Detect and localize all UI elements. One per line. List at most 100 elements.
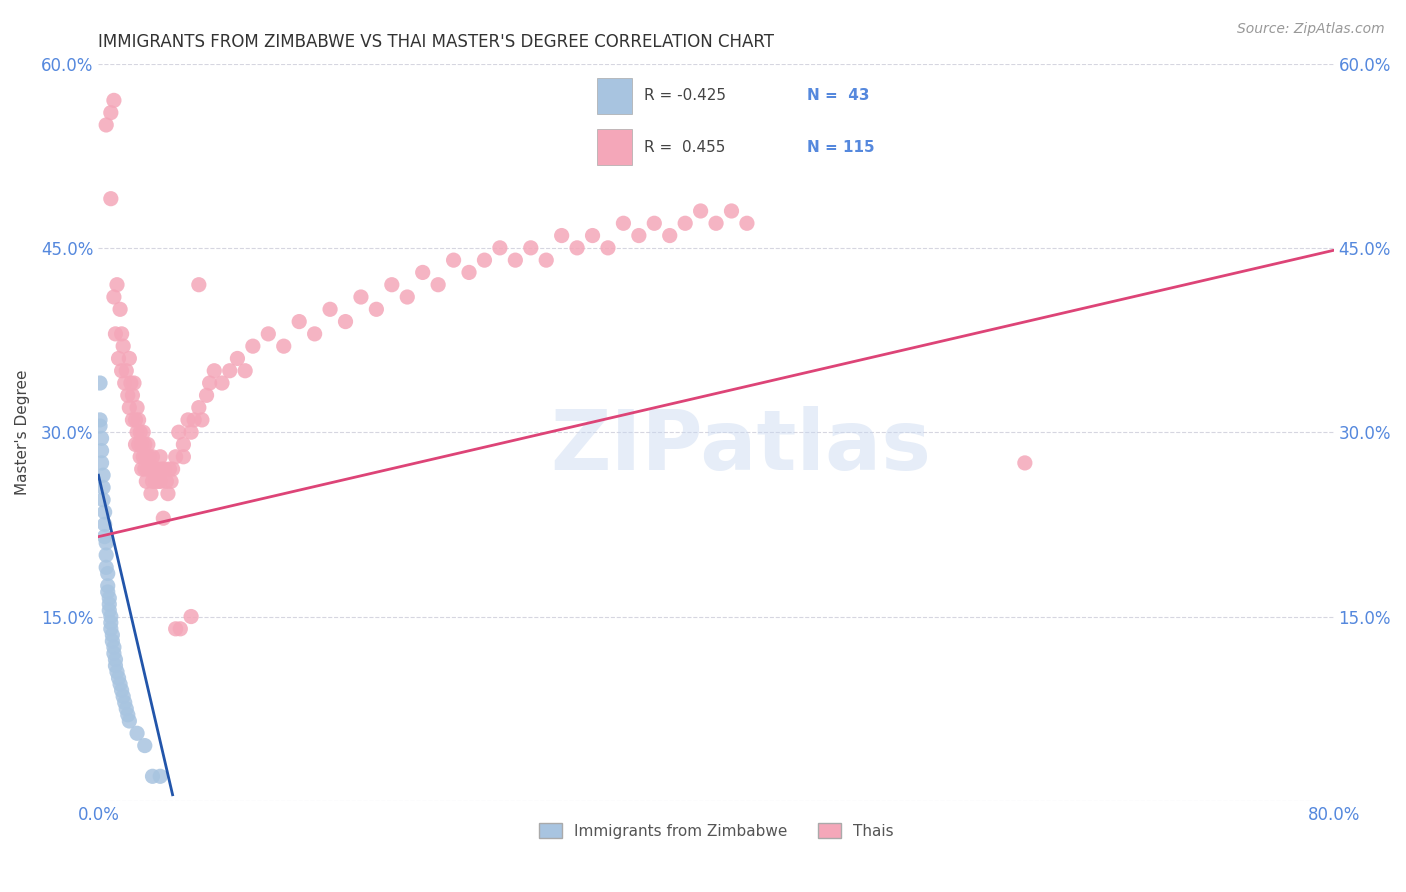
Point xyxy=(103,647,125,661)
Point xyxy=(505,253,527,268)
Point xyxy=(89,419,111,434)
Point xyxy=(118,401,141,415)
Point xyxy=(125,726,148,740)
Point xyxy=(96,536,118,550)
FancyBboxPatch shape xyxy=(598,129,631,165)
Text: R =  0.455: R = 0.455 xyxy=(644,140,725,154)
Point xyxy=(100,105,122,120)
Point xyxy=(98,591,121,606)
Point xyxy=(97,566,120,581)
Point xyxy=(90,456,112,470)
Point xyxy=(104,326,127,341)
Point xyxy=(117,388,139,402)
Point xyxy=(146,462,169,476)
Point xyxy=(124,413,146,427)
Point xyxy=(143,462,166,476)
Point xyxy=(198,376,221,390)
Point xyxy=(153,462,176,476)
Point xyxy=(103,290,125,304)
Point xyxy=(534,253,557,268)
Point xyxy=(138,450,160,464)
Point xyxy=(91,481,114,495)
Point xyxy=(443,253,465,268)
Point xyxy=(131,437,153,451)
Point xyxy=(242,339,264,353)
Point xyxy=(114,376,136,390)
Point xyxy=(136,462,159,476)
Point xyxy=(180,425,202,440)
Point xyxy=(673,216,696,230)
Point xyxy=(156,486,179,500)
Point xyxy=(167,425,190,440)
Point xyxy=(89,413,111,427)
Point xyxy=(132,450,155,464)
Point xyxy=(1014,456,1036,470)
Point xyxy=(596,241,619,255)
Point xyxy=(257,326,280,341)
Point xyxy=(100,615,122,630)
Point xyxy=(172,437,194,451)
Point xyxy=(141,769,163,783)
Point xyxy=(91,468,114,483)
Legend: Immigrants from Zimbabwe, Thais: Immigrants from Zimbabwe, Thais xyxy=(533,817,900,845)
Point xyxy=(108,302,131,317)
Point xyxy=(735,216,758,230)
Point xyxy=(131,462,153,476)
Point xyxy=(100,609,122,624)
Point xyxy=(118,351,141,366)
Point xyxy=(121,413,143,427)
Point xyxy=(111,364,134,378)
Point xyxy=(90,431,112,445)
Point xyxy=(335,315,357,329)
Point xyxy=(90,443,112,458)
Point xyxy=(105,277,128,292)
Point xyxy=(520,241,543,255)
Point xyxy=(136,437,159,451)
Point xyxy=(125,401,148,415)
Point xyxy=(160,475,183,489)
Point xyxy=(148,475,170,489)
Point xyxy=(612,216,634,230)
Point xyxy=(101,634,124,648)
Point xyxy=(366,302,388,317)
Point xyxy=(202,364,225,378)
Point xyxy=(115,364,138,378)
Point xyxy=(114,696,136,710)
Point xyxy=(141,475,163,489)
Point xyxy=(132,425,155,440)
Point xyxy=(159,462,181,476)
Text: Source: ZipAtlas.com: Source: ZipAtlas.com xyxy=(1237,22,1385,37)
Point xyxy=(172,450,194,464)
Point xyxy=(117,707,139,722)
Text: N =  43: N = 43 xyxy=(807,88,870,103)
Point xyxy=(689,204,711,219)
Point xyxy=(187,277,209,292)
Point xyxy=(120,376,142,390)
Point xyxy=(98,597,121,611)
Point xyxy=(91,492,114,507)
Point xyxy=(104,658,127,673)
Point xyxy=(111,326,134,341)
Point xyxy=(288,315,311,329)
Point xyxy=(319,302,342,317)
FancyBboxPatch shape xyxy=(598,78,631,114)
Point xyxy=(107,351,129,366)
Point xyxy=(97,585,120,599)
Point xyxy=(396,290,419,304)
Point xyxy=(152,511,174,525)
Point xyxy=(93,530,115,544)
Point xyxy=(100,192,122,206)
Point xyxy=(93,517,115,532)
Point xyxy=(565,241,588,255)
Point xyxy=(226,351,249,366)
Point xyxy=(149,450,172,464)
Point xyxy=(191,413,214,427)
Point xyxy=(104,652,127,666)
Point xyxy=(704,216,727,230)
Point xyxy=(105,665,128,679)
Point xyxy=(165,450,187,464)
Point xyxy=(150,462,173,476)
Point xyxy=(134,462,156,476)
Point xyxy=(165,622,187,636)
Point xyxy=(195,388,218,402)
